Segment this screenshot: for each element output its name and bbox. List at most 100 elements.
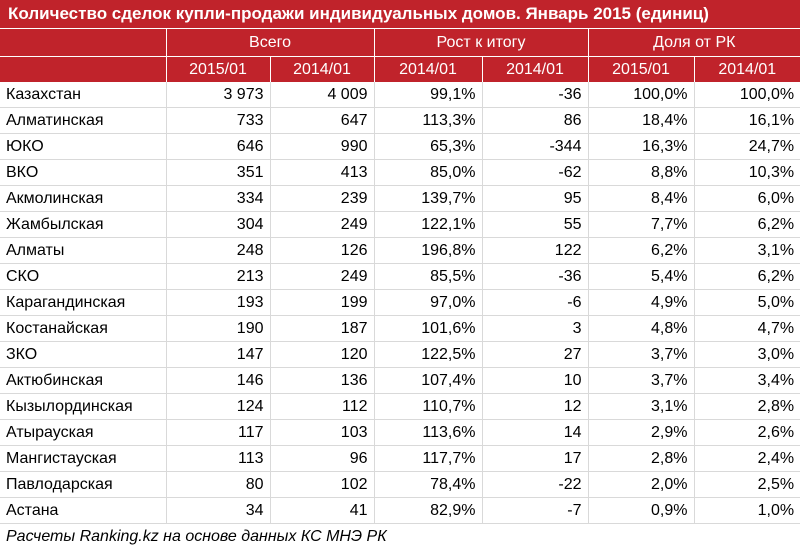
group-header-total: Всего	[166, 28, 375, 57]
value-cell-c5: 100,0%	[588, 82, 695, 108]
value-cell-c4: -36	[482, 82, 589, 108]
value-cell-c1: 146	[166, 367, 271, 394]
value-cell-c2: 136	[270, 367, 375, 394]
region-name-cell: Актюбинская	[0, 367, 167, 394]
value-cell-c4: 86	[482, 107, 589, 134]
value-cell-c2: 103	[270, 419, 375, 446]
value-cell-c5: 6,2%	[588, 237, 695, 264]
value-cell-c1: 646	[166, 133, 271, 160]
value-cell-c4: 10	[482, 367, 589, 394]
group-header-share: Доля от РК	[588, 28, 800, 57]
value-cell-c5: 5,4%	[588, 263, 695, 290]
value-cell-c3: 113,6%	[374, 419, 483, 446]
group-header-growth: Рост к итогу	[374, 28, 589, 57]
table-row: ЗКО 147 120 122,5% 27 3,7% 3,0%	[0, 341, 800, 368]
value-cell-c6: 10,3%	[694, 159, 800, 186]
value-cell-c2: 41	[270, 497, 375, 524]
value-cell-c2: 187	[270, 315, 375, 342]
table-row: Акмолинская 334 239 139,7% 95 8,4% 6,0%	[0, 185, 800, 212]
value-cell-c3: 101,6%	[374, 315, 483, 342]
value-cell-c5: 2,9%	[588, 419, 695, 446]
value-cell-c1: 113	[166, 445, 271, 472]
region-name-cell: Карагандинская	[0, 289, 167, 316]
region-name-cell: Кызылординская	[0, 393, 167, 420]
value-cell-c6: 6,2%	[694, 211, 800, 238]
value-cell-c6: 6,0%	[694, 185, 800, 212]
region-name-cell: Костанайская	[0, 315, 167, 342]
value-cell-c6: 2,6%	[694, 419, 800, 446]
value-cell-c1: 80	[166, 471, 271, 498]
value-cell-c5: 0,9%	[588, 497, 695, 524]
value-cell-c6: 100,0%	[694, 82, 800, 108]
sub-header-2: 2014/01	[270, 56, 375, 82]
footer-row: Расчеты Ranking.kz на основе данных КС М…	[0, 524, 800, 551]
value-cell-c5: 7,7%	[588, 211, 695, 238]
value-cell-c1: 34	[166, 497, 271, 524]
value-cell-c4: 55	[482, 211, 589, 238]
sub-header-4: 2014/01	[482, 56, 589, 82]
region-name-cell: Казахстан	[0, 82, 167, 108]
value-cell-c5: 16,3%	[588, 133, 695, 160]
value-cell-c6: 1,0%	[694, 497, 800, 524]
table-row: Костанайская 190 187 101,6% 3 4,8% 4,7%	[0, 315, 800, 342]
value-cell-c4: 12	[482, 393, 589, 420]
value-cell-c4: -62	[482, 159, 589, 186]
table-row: Павлодарская 80 102 78,4% -22 2,0% 2,5%	[0, 471, 800, 498]
value-cell-c2: 413	[270, 159, 375, 186]
value-cell-c6: 2,8%	[694, 393, 800, 420]
value-cell-c6: 16,1%	[694, 107, 800, 134]
sub-header-5: 2015/01	[588, 56, 695, 82]
value-cell-c2: 96	[270, 445, 375, 472]
group-header-empty	[0, 28, 167, 57]
value-cell-c2: 239	[270, 185, 375, 212]
value-cell-c3: 78,4%	[374, 471, 483, 498]
table-row: Мангистауская 113 96 117,7% 17 2,8% 2,4%	[0, 445, 800, 472]
value-cell-c5: 2,0%	[588, 471, 695, 498]
region-name-cell: Мангистауская	[0, 445, 167, 472]
value-cell-c4: -36	[482, 263, 589, 290]
value-cell-c6: 6,2%	[694, 263, 800, 290]
value-cell-c1: 334	[166, 185, 271, 212]
table-row: Алматинская 733 647 113,3% 86 18,4% 16,1%	[0, 107, 800, 134]
value-cell-c5: 2,8%	[588, 445, 695, 472]
sub-header-empty	[0, 56, 167, 82]
value-cell-c1: 193	[166, 289, 271, 316]
value-cell-c4: 122	[482, 237, 589, 264]
table-row: Кызылординская 124 112 110,7% 12 3,1% 2,8%	[0, 393, 800, 420]
value-cell-c3: 122,1%	[374, 211, 483, 238]
region-name-cell: ЮКО	[0, 133, 167, 160]
value-cell-c1: 248	[166, 237, 271, 264]
value-cell-c6: 3,4%	[694, 367, 800, 394]
value-cell-c2: 199	[270, 289, 375, 316]
region-name-cell: Павлодарская	[0, 471, 167, 498]
value-cell-c4: -344	[482, 133, 589, 160]
value-cell-c5: 8,4%	[588, 185, 695, 212]
value-cell-c6: 5,0%	[694, 289, 800, 316]
value-cell-c5: 18,4%	[588, 107, 695, 134]
value-cell-c1: 213	[166, 263, 271, 290]
value-cell-c2: 126	[270, 237, 375, 264]
value-cell-c3: 85,0%	[374, 159, 483, 186]
value-cell-c1: 304	[166, 211, 271, 238]
value-cell-c1: 3 973	[166, 82, 271, 108]
value-cell-c2: 249	[270, 211, 375, 238]
value-cell-c1: 733	[166, 107, 271, 134]
value-cell-c1: 190	[166, 315, 271, 342]
source-note: Расчеты Ranking.kz на основе данных КС М…	[6, 528, 387, 545]
value-cell-c1: 147	[166, 341, 271, 368]
value-cell-c3: 65,3%	[374, 133, 483, 160]
value-cell-c1: 117	[166, 419, 271, 446]
table-row: СКО 213 249 85,5% -36 5,4% 6,2%	[0, 263, 800, 290]
value-cell-c4: 95	[482, 185, 589, 212]
value-cell-c3: 82,9%	[374, 497, 483, 524]
title-row: Количество сделок купли-продажи индивиду…	[0, 0, 800, 29]
value-cell-c3: 99,1%	[374, 82, 483, 108]
table-row: Атырауская 117 103 113,6% 14 2,9% 2,6%	[0, 419, 800, 446]
region-name-cell: Акмолинская	[0, 185, 167, 212]
table-body: Казахстан 3 973 4 009 99,1% -36 100,0% 100,0% А…	[0, 82, 800, 524]
value-cell-c2: 249	[270, 263, 375, 290]
table-row: Актюбинская 146 136 107,4% 10 3,7% 3,4%	[0, 367, 800, 394]
value-cell-c3: 196,8%	[374, 237, 483, 264]
